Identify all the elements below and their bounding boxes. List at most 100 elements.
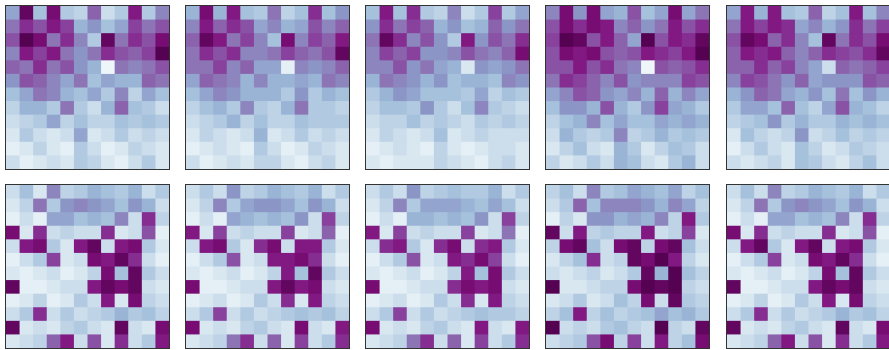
heatmap-cell bbox=[822, 46, 837, 61]
heatmap-cell bbox=[335, 225, 349, 240]
heatmap-cell bbox=[60, 334, 75, 348]
heatmap-cell bbox=[461, 87, 476, 102]
heatmap-cell bbox=[155, 101, 169, 116]
heatmap-cell bbox=[226, 128, 241, 143]
heatmap-cell bbox=[321, 252, 337, 268]
heatmap-cell bbox=[754, 114, 769, 129]
heatmap-cell bbox=[641, 33, 656, 48]
heatmap-cell bbox=[627, 6, 642, 21]
heatmap-cell bbox=[6, 252, 21, 268]
heatmap-cell bbox=[33, 46, 48, 61]
heatmap-cell bbox=[60, 101, 75, 116]
heatmap-cell bbox=[641, 101, 656, 116]
heatmap-cell bbox=[654, 73, 669, 89]
heatmap-cell bbox=[876, 141, 889, 157]
heatmap-cell bbox=[226, 225, 241, 240]
heatmap-cell bbox=[114, 185, 129, 200]
heatmap-cell bbox=[781, 293, 796, 308]
heatmap-cell bbox=[114, 6, 129, 21]
heatmap-cell bbox=[501, 87, 517, 102]
heatmap-cell bbox=[474, 60, 489, 75]
heatmap-cell bbox=[114, 141, 129, 157]
heatmap-cell bbox=[794, 293, 810, 308]
heatmap-cell bbox=[335, 128, 349, 143]
heatmap-cell bbox=[335, 73, 349, 89]
heatmap-cell bbox=[73, 212, 89, 227]
heatmap-panel-6-svg bbox=[6, 185, 169, 348]
heatmap-cell bbox=[447, 6, 462, 21]
heatmap-cell bbox=[213, 128, 228, 143]
heatmap-cell bbox=[406, 212, 421, 227]
heatmap-cell bbox=[379, 46, 394, 61]
heatmap-cell bbox=[586, 33, 601, 48]
heatmap-cell bbox=[681, 334, 697, 348]
heatmap-cell bbox=[253, 101, 269, 116]
heatmap-cell bbox=[754, 101, 769, 116]
heatmap-cell bbox=[186, 155, 201, 169]
heatmap-cell bbox=[654, 293, 669, 308]
heatmap-cell bbox=[308, 239, 323, 254]
heatmap-cell bbox=[155, 320, 169, 336]
heatmap-cell bbox=[794, 212, 810, 227]
heatmap-cell bbox=[808, 252, 823, 268]
heatmap-cell bbox=[573, 212, 588, 227]
heatmap-cell bbox=[19, 155, 34, 169]
heatmap-cell bbox=[849, 212, 864, 227]
heatmap-cell bbox=[546, 185, 561, 200]
heatmap-cell bbox=[155, 33, 169, 48]
heatmap-cell bbox=[447, 128, 462, 143]
heatmap-cell bbox=[19, 60, 34, 75]
heatmap-cell bbox=[586, 19, 601, 34]
heatmap-cell bbox=[46, 19, 61, 34]
heatmap-cell bbox=[808, 128, 823, 143]
heatmap-cell bbox=[695, 33, 709, 48]
heatmap-cell bbox=[128, 266, 143, 281]
heatmap-cell bbox=[141, 198, 157, 213]
heatmap-cell bbox=[641, 87, 656, 102]
heatmap-cell bbox=[668, 73, 683, 89]
heatmap-cell bbox=[87, 212, 102, 227]
heatmap-cell bbox=[267, 225, 282, 240]
heatmap-cell bbox=[294, 293, 309, 308]
heatmap-cell bbox=[488, 87, 503, 102]
heatmap-cell bbox=[727, 33, 742, 48]
heatmap-cell bbox=[141, 212, 157, 227]
heatmap-cell bbox=[308, 46, 323, 61]
heatmap-cell bbox=[447, 280, 462, 295]
heatmap-cell bbox=[573, 33, 588, 48]
heatmap-cell bbox=[6, 73, 21, 89]
heatmap-cell bbox=[613, 155, 629, 169]
heatmap-cell bbox=[199, 307, 214, 322]
heatmap-cell bbox=[46, 239, 61, 254]
heatmap-cell bbox=[406, 198, 421, 213]
heatmap-cell bbox=[321, 6, 337, 21]
heatmap-cell bbox=[515, 266, 529, 281]
heatmap-cell bbox=[253, 212, 269, 227]
heatmap-cell bbox=[794, 320, 810, 336]
heatmap-cell bbox=[849, 33, 864, 48]
heatmap-cell bbox=[461, 198, 476, 213]
heatmap-cell bbox=[876, 73, 889, 89]
heatmap-cell bbox=[461, 212, 476, 227]
heatmap-cell bbox=[335, 141, 349, 157]
heatmap-cell bbox=[767, 307, 782, 322]
heatmap-cell bbox=[474, 212, 489, 227]
heatmap-cell bbox=[420, 225, 435, 240]
heatmap-cell bbox=[155, 60, 169, 75]
heatmap-cell bbox=[862, 19, 878, 34]
heatmap-cell bbox=[321, 320, 337, 336]
heatmap-cell bbox=[226, 239, 241, 254]
heatmap-cell bbox=[849, 239, 864, 254]
heatmap-cell bbox=[822, 293, 837, 308]
heatmap-cell bbox=[19, 19, 34, 34]
heatmap-cell bbox=[253, 46, 269, 61]
heatmap-cell bbox=[835, 225, 850, 240]
heatmap-cell bbox=[308, 185, 323, 200]
heatmap-cell bbox=[73, 266, 89, 281]
heatmap-cell bbox=[226, 155, 241, 169]
heatmap-cell bbox=[267, 6, 282, 21]
heatmap-cell bbox=[240, 320, 255, 336]
heatmap-cell bbox=[114, 266, 129, 281]
heatmap-cell bbox=[586, 212, 601, 227]
heatmap-cell bbox=[668, 33, 683, 48]
